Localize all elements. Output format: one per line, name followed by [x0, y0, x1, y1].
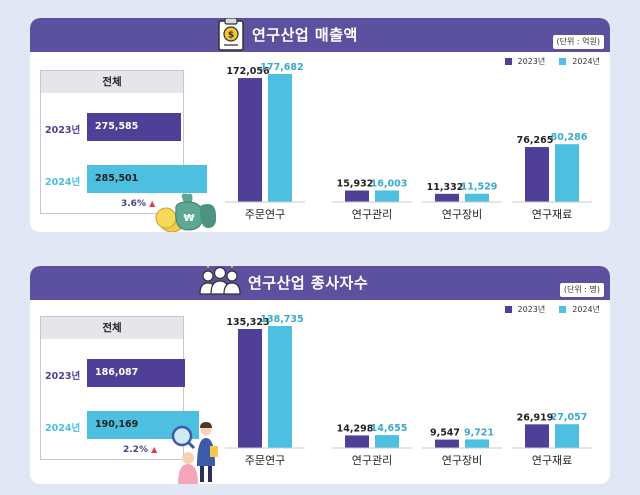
legend-swatch-2023	[504, 58, 512, 65]
bar-2024-2	[465, 193, 489, 202]
legend-label-2023: 2023년	[517, 305, 546, 314]
data-label-2023-3: 76,265	[517, 135, 554, 146]
data-label-2023-1: 14,298	[337, 423, 374, 434]
legend-swatch-2024	[559, 58, 567, 65]
employees-legend: 2023년 2024년	[504, 304, 600, 315]
data-label-2024-0: 177,682	[260, 62, 303, 73]
bar-2024-1	[375, 190, 399, 202]
bar-2023-1	[345, 190, 369, 202]
data-label-2023-1: 15,932	[337, 179, 374, 190]
bar-2024-0	[268, 74, 292, 202]
increase-arrow-icon: ▲	[149, 199, 156, 208]
clipboard-money-icon: $	[218, 18, 244, 51]
bar-2024-1	[375, 435, 399, 448]
data-label-2024-1: 16,003	[371, 178, 408, 189]
bar-2023-3	[525, 424, 549, 448]
data-label-2024-2: 11,529	[461, 182, 498, 193]
sales-change-value: 3.6%	[121, 199, 146, 209]
employees-change-value: 2.2%	[123, 445, 148, 455]
bar-2023-0	[238, 329, 262, 448]
legend-label-2024: 2024년	[572, 305, 600, 314]
sales-total-2023-bar: 275,585	[87, 113, 181, 141]
sales-total-box: 전체 2023년 275,585 2024년 285,501 3.6% ▲	[40, 70, 207, 214]
bar-2023-2	[435, 439, 459, 448]
employees-total-head: 전체	[41, 317, 183, 339]
data-label-2024-0: 138,735	[260, 314, 303, 325]
employees-total-2024-label: 2024년	[45, 423, 81, 434]
data-label-2023-2: 9,547	[430, 428, 460, 439]
employees-banner: 연구산업 종사자수	[30, 266, 610, 300]
category-label-1: 연구관리	[352, 454, 392, 467]
data-label-2023-2: 11,332	[427, 182, 464, 193]
data-label-2023-3: 26,919	[517, 412, 554, 423]
data-label-2024-1: 14,655	[371, 423, 408, 434]
employees-unit: (단위 : 명)	[559, 283, 604, 297]
category-label-3: 연구재료	[532, 454, 572, 467]
svg-text:★: ★	[217, 266, 222, 268]
sales-title: 연구산업 매출액	[252, 26, 358, 44]
employees-total-2023-bar: 186,087	[87, 359, 185, 387]
bar-2023-3	[525, 147, 549, 202]
legend-label-2023: 2023년	[517, 57, 546, 66]
bar-2024-3	[555, 424, 579, 448]
employees-total-2023-label: 2023년	[45, 371, 81, 382]
category-label-0: 주문연구	[245, 454, 285, 467]
sales-legend: 2023년 2024년	[504, 56, 600, 67]
bar-2024-3	[555, 144, 579, 202]
employees-panel: 연구산업 종사자수 ★ ★ ★ (단위 : 명) 2023년 2024년 전체 …	[30, 266, 610, 484]
data-label-2024-3: 80,286	[551, 132, 588, 143]
bar-2023-2	[435, 193, 459, 202]
bar-2023-1	[345, 435, 369, 448]
legend-swatch-2024	[559, 306, 567, 313]
data-label-2024-2: 9,721	[464, 427, 494, 438]
bar-2023-0	[238, 78, 262, 202]
svg-text:★: ★	[206, 266, 211, 270]
category-label-3: 연구재료	[532, 208, 572, 221]
workers-icon: ★ ★ ★	[199, 266, 241, 295]
legend-swatch-2023	[504, 306, 512, 313]
svg-text:★: ★	[230, 266, 235, 270]
sales-banner: 연구산업 매출액	[30, 18, 610, 52]
category-label-0: 주문연구	[245, 208, 285, 221]
sales-total-2024-bar: 285,501	[87, 165, 207, 193]
researchers-icon	[171, 422, 218, 484]
category-label-2: 연구장비	[442, 208, 482, 221]
employees-total-box: 전체 2023년 186,087 2024년 190,169 2.2% ▲	[40, 316, 199, 460]
category-label-1: 연구관리	[352, 208, 392, 221]
data-label-2023-0: 135,323	[226, 317, 269, 328]
legend-label-2024: 2024년	[572, 57, 600, 66]
data-label-2024-3: 27,057	[551, 412, 588, 423]
employees-change: 2.2% ▲	[123, 445, 157, 455]
svg-text:₩: ₩	[183, 213, 194, 224]
sales-total-2024-label: 2024년	[45, 177, 81, 188]
sales-unit: (단위 : 억원)	[552, 35, 604, 49]
sales-total-2023-label: 2023년	[45, 125, 81, 136]
sales-change: 3.6% ▲	[121, 199, 155, 209]
bar-2024-2	[465, 439, 489, 448]
data-label-2023-0: 172,056	[226, 66, 270, 77]
bar-2024-0	[268, 326, 292, 448]
sales-total-head: 전체	[41, 71, 183, 93]
increase-arrow-icon: ▲	[151, 445, 158, 454]
sales-panel: 연구산업 매출액 $ (단위 : 억원) 2023년 2024년 전체 2023…	[30, 18, 610, 232]
category-label-2: 연구장비	[442, 454, 482, 467]
employees-title: 연구산업 종사자수	[248, 274, 369, 292]
money-bags-icon: ₩	[155, 193, 217, 232]
svg-text:$: $	[228, 31, 234, 41]
